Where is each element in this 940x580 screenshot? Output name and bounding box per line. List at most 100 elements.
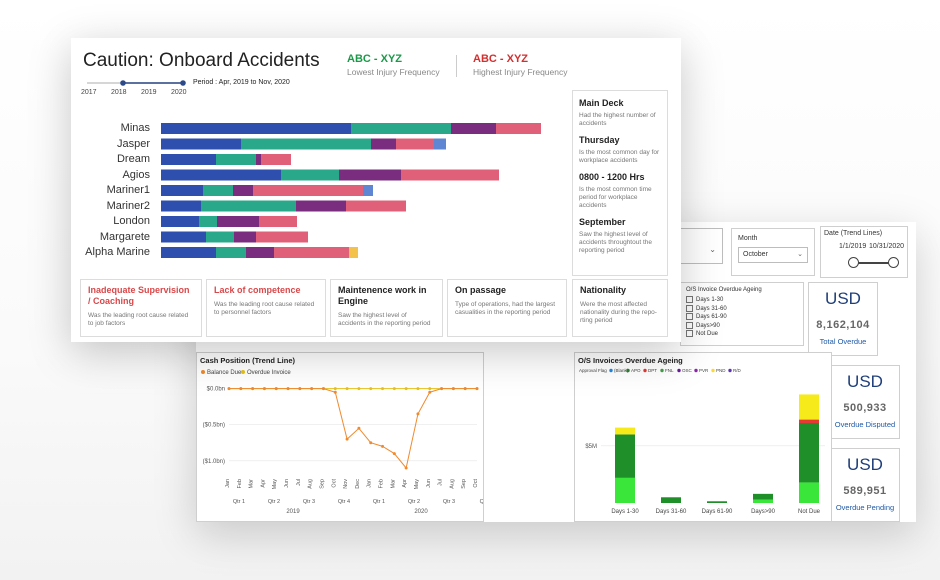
data-point [404, 387, 408, 391]
data-point [416, 387, 420, 391]
legend-marker [643, 368, 647, 373]
data-point [428, 390, 432, 394]
data-point [381, 444, 385, 448]
vessel-label: Minas [120, 122, 150, 134]
bar-segment [799, 423, 819, 483]
bar-segment [161, 169, 281, 181]
factor-heading: On passage [455, 285, 507, 295]
factor-heading: Lack of competence [214, 285, 301, 295]
bar-segment [241, 138, 371, 150]
bar-segment [339, 169, 401, 181]
bar-segment [201, 200, 296, 212]
x-tick-month: Mar [390, 479, 396, 489]
ageing-option[interactable]: Days 31-60 [686, 304, 727, 312]
factor-description: Was the leading root cause related to jo… [88, 312, 189, 327]
year-label: 2019 [141, 89, 157, 96]
highest-frequency-label: Highest Injury Frequency [473, 67, 568, 77]
bar-segment [351, 123, 451, 134]
x-tick-month: Apr [260, 479, 266, 488]
currency-label: USD [847, 372, 883, 391]
bar-segment [199, 216, 217, 227]
data-point [345, 437, 349, 441]
bar-segment [496, 123, 541, 134]
ageing-option-label: Days 1-30 [696, 297, 724, 304]
x-tick-month: May [414, 479, 420, 490]
x-tick-month: May [272, 479, 278, 490]
x-tick-month: Jan [225, 479, 231, 488]
legend-marker [241, 370, 245, 374]
chevron-down-icon: ⌄ [709, 245, 716, 254]
usd-value: 8,162,104 [816, 319, 870, 331]
partial-dropdown[interactable]: ⌄ [680, 228, 723, 264]
factor-card: Lack of competence Was the leading root c… [206, 279, 326, 337]
checkbox[interactable] [686, 296, 693, 303]
x-tick-month: Mar [249, 479, 255, 489]
x-tick-quarter: Qtr 2 [408, 499, 420, 505]
x-tick-month: Feb [237, 479, 243, 488]
currency-label: USD [825, 289, 861, 308]
legend-label: FNL [665, 368, 674, 373]
ageing-option-label: Days 31-60 [696, 305, 727, 312]
month-label: Month [738, 235, 758, 242]
checkbox[interactable] [686, 304, 693, 312]
ageing-option[interactable]: Days 61-90 [686, 313, 727, 320]
insight-description: Is the most common time period for workp… [579, 186, 652, 209]
bar-segment [401, 169, 499, 181]
data-point [310, 387, 314, 391]
bar-segment [363, 185, 373, 196]
bar-segment [216, 247, 246, 258]
vessel-label: Mariner2 [106, 199, 150, 212]
cash-position-title: Cash Position (Trend Line) [200, 356, 296, 365]
data-point [286, 387, 290, 391]
bar-segment [274, 247, 349, 258]
x-tick-month: Jun [284, 479, 290, 488]
data-point [357, 387, 361, 391]
data-point [262, 387, 266, 391]
bar-segment [161, 247, 216, 258]
data-point [357, 426, 361, 430]
bar-segment [281, 169, 339, 181]
checkbox[interactable] [686, 321, 693, 329]
checkbox[interactable] [686, 330, 693, 337]
year-slider-start-handle [120, 80, 126, 86]
os-ageing-chart: Approval Flag (Blank) APO DPT FNL OSC PVR PND R/… [579, 368, 825, 515]
month-filter: Month October ⌄ [731, 228, 815, 276]
date-from: 1/1/2019 [839, 243, 867, 250]
checkbox[interactable] [686, 313, 693, 320]
x-tick-month: Apr [402, 479, 408, 488]
year-label: 2018 [111, 89, 127, 96]
usd-card: USD 8,162,104 Total Overdue [808, 282, 878, 356]
month-dropdown[interactable]: October ⌄ [738, 247, 808, 263]
year-slider[interactable] [81, 76, 321, 106]
factor-description: Type of operations, had the largest casu… [455, 301, 556, 316]
x-tick-month: Sep [319, 479, 325, 489]
bar-segment [396, 138, 434, 150]
legend-label: R/D [733, 368, 742, 373]
bar-segment [246, 247, 274, 258]
ageing-option[interactable]: Days>90 [686, 321, 720, 329]
x-tick-month: Nov [343, 479, 349, 489]
factor-card: Nationality Were the most affected nation… [572, 279, 668, 337]
vessel-label: Dream [116, 153, 150, 165]
bar-segment [349, 247, 358, 258]
data-point [333, 390, 337, 394]
y-tick-label: $5M [585, 444, 597, 450]
x-tick-month: Jul [296, 479, 302, 486]
ageing-option[interactable]: Days 1-30 [686, 296, 723, 303]
bar-segment [161, 138, 241, 150]
bar-segment [753, 493, 773, 500]
date-slider-end-handle[interactable] [888, 257, 899, 268]
legend-label: PND [716, 368, 726, 373]
x-tick-label: Days 1-30 [611, 509, 639, 515]
bar-segment [206, 231, 234, 243]
x-tick-quarter: Qtr 1 [233, 499, 245, 505]
date-slider-start-handle[interactable] [848, 257, 859, 268]
date-slider-track [853, 262, 891, 264]
os-ageing-title: O/S Invoices Overdue Ageing [578, 356, 683, 365]
legend-label: DPT [648, 368, 657, 373]
legend-marker [626, 368, 630, 373]
usd-value: 500,933 [843, 402, 887, 414]
ageing-option[interactable]: Not Due [686, 330, 718, 337]
data-point [251, 387, 255, 391]
bar-segment [707, 501, 727, 503]
